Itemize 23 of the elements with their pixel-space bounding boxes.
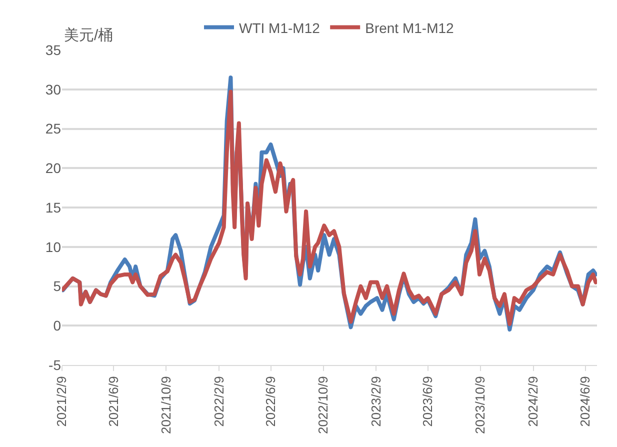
x-tick-label: 2022/2/9 <box>211 376 226 427</box>
y-tick-label: 30 <box>45 81 62 98</box>
y-tick-label: 0 <box>53 318 62 334</box>
x-tick-label: 2023/6/9 <box>420 376 436 427</box>
x-tick-label: 2022/10/9 <box>315 376 330 434</box>
y-tick-label: 10 <box>45 238 62 255</box>
legend-label: Brent M1-M12 <box>365 20 454 36</box>
x-tick-label: 2021/10/9 <box>158 376 174 434</box>
y-tick-label: 25 <box>45 120 62 137</box>
x-tick-label: 2021/2/9 <box>54 376 70 427</box>
y-tick-label: 20 <box>45 160 62 176</box>
x-tick-label: 2021/6/9 <box>106 376 121 427</box>
x-tick-label: 2023/10/9 <box>472 376 488 434</box>
y-tick-label: 15 <box>45 199 62 216</box>
x-tick-label: 2024/2/9 <box>526 376 541 427</box>
x-tick-label: 2024/6/9 <box>578 376 593 427</box>
y-tick-label: 35 <box>45 42 62 58</box>
y-tick-label: 5 <box>53 278 62 294</box>
legend-label: WTI M1-M12 <box>239 20 320 36</box>
y-axis-title: 美元/桶 <box>64 27 114 44</box>
x-tick-label: 2022/6/9 <box>262 376 278 427</box>
y-tick-label: -5 <box>48 356 62 373</box>
x-tick-label: 2023/2/9 <box>368 376 384 427</box>
